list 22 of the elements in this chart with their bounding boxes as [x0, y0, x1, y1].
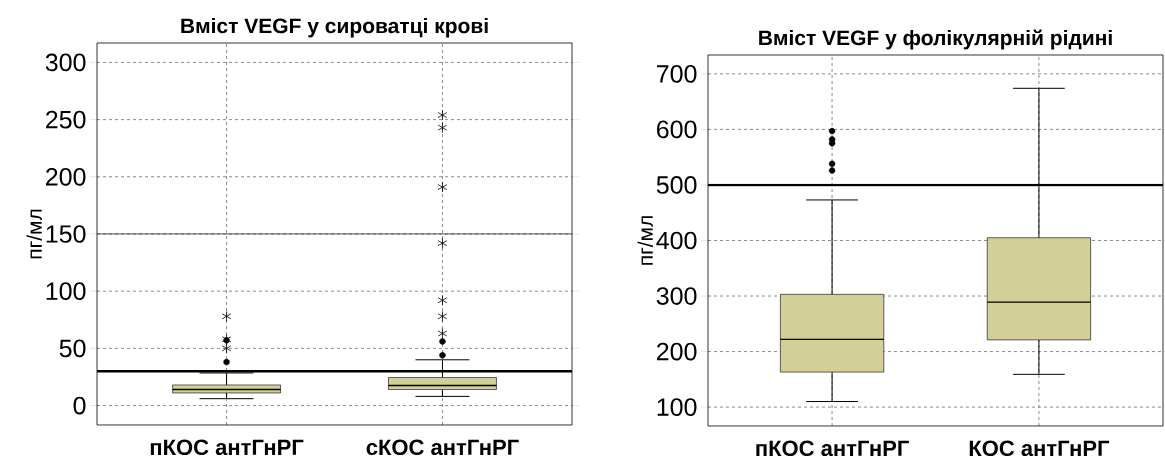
- y-tick-label: 0: [73, 396, 86, 415]
- y-tick-label: 200: [657, 342, 697, 361]
- chart-title: Вміст VEGF у фолікулярній рідині: [759, 29, 1112, 50]
- y-axis-title: пг/мл: [637, 216, 653, 265]
- y-tick-label: 150: [46, 225, 86, 243]
- x-tick-label: пКОС антГнРГ: [756, 440, 909, 457]
- y-tick-label: 100: [657, 398, 697, 416]
- y-tick-label: 300: [656, 287, 697, 305]
- x-tick-label: сКОС антГнРГ: [366, 439, 519, 456]
- y-tick-label: 250: [46, 110, 86, 129]
- y-tick-label: 700: [657, 65, 697, 83]
- y-tick-label: 600: [657, 120, 697, 139]
- x-tick-label: пКОС антГнРГ: [150, 439, 304, 456]
- chart-title: Вміст VEGF у сироватці крові: [181, 17, 488, 38]
- y-tick-label: 300: [45, 53, 86, 72]
- y-tick-label: 400: [656, 231, 697, 250]
- y-tick-label: 200: [46, 167, 86, 186]
- y-tick-label: 500: [656, 176, 697, 194]
- x-tick-label: КОС антГнРГ: [969, 440, 1110, 457]
- y-tick-label: 100: [46, 282, 86, 301]
- y-axis-title: пг/мл: [26, 209, 42, 259]
- y-tick-label: 50: [59, 339, 86, 358]
